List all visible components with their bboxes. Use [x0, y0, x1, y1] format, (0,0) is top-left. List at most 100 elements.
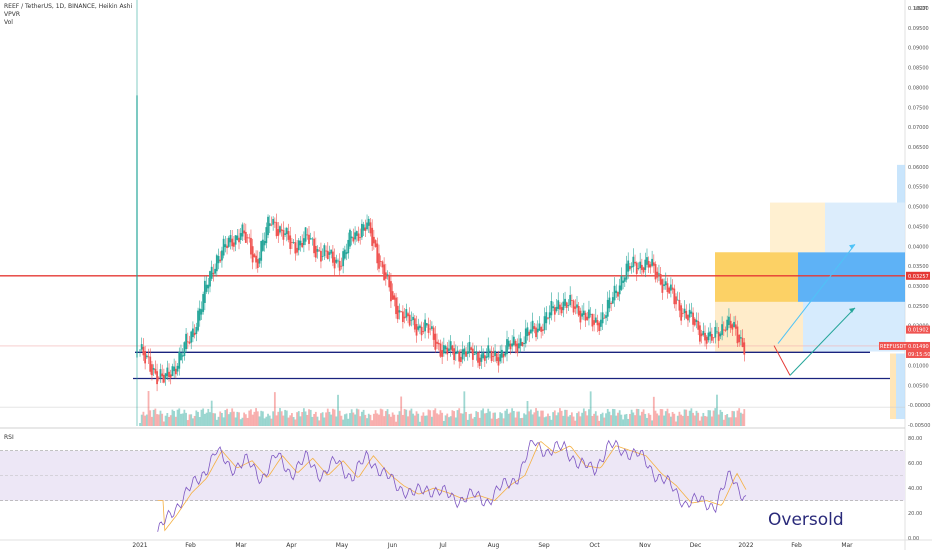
- candle-body: [620, 275, 623, 290]
- candle-body: [425, 323, 428, 326]
- candle-body: [355, 231, 358, 236]
- candle-body: [553, 307, 556, 315]
- rsi-legend[interactable]: RSI: [4, 434, 14, 441]
- volume-bar: [613, 409, 616, 426]
- price-tick-label: 0.07000: [908, 125, 929, 131]
- volume-bar: [345, 413, 348, 426]
- candle-body: [255, 255, 257, 263]
- volume-bar: [495, 418, 498, 426]
- candle-body: [579, 310, 582, 323]
- candle-body: [552, 306, 555, 309]
- candle-body: [166, 367, 169, 377]
- volume-bar: [413, 415, 416, 426]
- volume-bar: [142, 411, 145, 426]
- vpvr-legend[interactable]: VPVR: [4, 11, 20, 18]
- volume-bar: [557, 412, 560, 426]
- volume-bar: [705, 416, 708, 426]
- candle-body: [291, 242, 293, 244]
- candle-body: [593, 320, 595, 325]
- volume-bar: [340, 415, 343, 426]
- time-axis-label: 2021: [132, 542, 147, 549]
- candle-body: [366, 222, 368, 230]
- volume-bar: [690, 408, 693, 426]
- volume-bar: [511, 408, 514, 426]
- volume-bar: [743, 409, 746, 426]
- candle-body: [649, 264, 652, 268]
- candle-body: [712, 337, 715, 339]
- rsi-tick-label: 60.00: [908, 461, 922, 467]
- candle-body: [478, 357, 481, 366]
- volume-bar: [200, 409, 203, 426]
- volume-bar: [251, 414, 254, 426]
- volume-bar: [412, 413, 415, 426]
- arrow-green-line: [789, 307, 856, 376]
- candle-body: [741, 337, 744, 347]
- volume-bar: [659, 409, 662, 426]
- rsi-tick-label: 80.00: [908, 436, 922, 442]
- candle-body: [321, 255, 324, 257]
- volume-bar: [669, 416, 672, 426]
- candle-body: [429, 328, 432, 330]
- candle-body: [169, 374, 172, 378]
- candle-body: [142, 346, 145, 356]
- candle-body: [335, 259, 338, 263]
- candle-body: [159, 369, 162, 378]
- volume-bar: [702, 412, 705, 426]
- volume-bar: [712, 410, 715, 426]
- candle-body: [518, 343, 520, 349]
- candle-body: [490, 351, 493, 361]
- candle-body: [192, 328, 194, 338]
- volume-bar: [140, 414, 143, 426]
- tag-resistance-label: 0.03257: [908, 274, 929, 280]
- candle-body: [716, 331, 718, 333]
- volume-bar: [570, 412, 573, 426]
- volume-bar: [579, 416, 582, 426]
- volume-bar: [186, 420, 189, 426]
- volume-bar: [338, 410, 341, 426]
- volume-bar: [391, 412, 394, 426]
- candle-body: [678, 300, 681, 311]
- candle-body: [400, 311, 403, 313]
- candle-body: [251, 246, 254, 263]
- candle-body: [267, 216, 269, 236]
- volume-bar: [540, 410, 543, 426]
- volume-bar: [231, 408, 234, 426]
- volume-bar: [492, 412, 495, 426]
- candle-body: [410, 319, 413, 321]
- vol-legend[interactable]: Vol: [4, 19, 13, 26]
- candle-body: [492, 356, 495, 357]
- volume-bar: [688, 410, 691, 426]
- volume-bar: [267, 413, 269, 426]
- candle-body: [634, 261, 636, 264]
- volume-bar: [728, 417, 730, 426]
- volume-bar: [448, 417, 450, 426]
- volume-bar: [149, 410, 152, 426]
- volume-bar: [576, 413, 578, 426]
- volume-bar: [318, 420, 321, 426]
- candle-body: [502, 353, 505, 358]
- candle-body: [466, 351, 469, 355]
- candle-body: [287, 231, 290, 240]
- candle-body: [627, 260, 630, 272]
- volume-bar: [559, 408, 561, 426]
- zone-yellow-low: [890, 353, 896, 420]
- volume-bar: [427, 409, 430, 426]
- tag-countdown-bg: [906, 349, 930, 358]
- candle-body: [173, 366, 176, 372]
- candle-body: [239, 233, 242, 241]
- candle-body: [504, 352, 507, 356]
- candle-body: [224, 244, 227, 248]
- candle-body: [652, 262, 655, 266]
- volume-bar: [379, 408, 382, 426]
- candle-body: [574, 306, 577, 309]
- volume-bar: [608, 411, 611, 426]
- volume-bar: [390, 416, 392, 426]
- candle-body: [369, 222, 372, 234]
- volume-bar: [181, 413, 184, 426]
- volume-bar: [268, 415, 271, 426]
- volume-bar: [162, 421, 165, 426]
- candle-body: [663, 284, 665, 287]
- symbol-legend[interactable]: REEF / TetherUS, 1D, BINANCE, Heikin Ash…: [4, 3, 133, 10]
- volume-bar: [297, 411, 300, 426]
